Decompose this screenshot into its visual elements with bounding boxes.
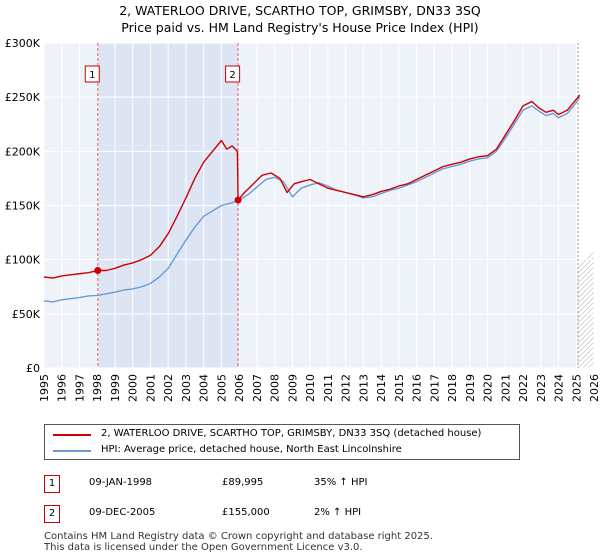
footer-licence: This data is licensed under the Open Gov… [44,542,363,553]
legend-label-property: 2, WATERLOO DRIVE, SCARTHO TOP, GRIMSBY,… [101,428,482,439]
sale-badge [84,65,100,83]
legend-swatch-hpi [53,450,91,452]
x-tick-label: 2018 [446,374,459,402]
sale-badge [225,65,241,83]
x-tick-label: 2004 [198,374,211,402]
x-tick-label: 2010 [304,374,317,402]
transaction-badge: 2 [44,505,60,523]
transaction-hpi: 2% ↑ HPI [314,507,362,518]
transaction-hpi: 35% ↑ HPI [314,477,368,488]
x-tick-label: 2012 [340,374,353,402]
x-tick-label: 2005 [215,374,228,402]
x-tick-label: 2015 [393,374,406,402]
x-tick-label: 2026 [588,374,600,402]
y-tick-label: £150K [5,200,41,213]
legend-swatch-property [53,434,91,436]
x-tick-label: 2024 [553,374,566,402]
x-tick-label: 2000 [127,374,140,402]
x-tick-label: 2023 [535,374,548,402]
chart-subtitle: Price paid vs. HM Land Registry's House … [121,20,479,35]
x-tick-label: 2007 [251,374,264,402]
sale-point [94,267,102,275]
x-tick-label: 2013 [357,374,370,402]
x-tick-label: 2019 [464,374,477,402]
x-tick-label: 1996 [56,374,69,402]
x-tick-label: 2022 [517,374,530,402]
x-tick-label: 2011 [322,374,335,402]
y-tick-label: £200K [5,145,41,158]
y-tick-label: £50K [12,308,41,321]
x-tick-label: 1998 [91,374,104,402]
x-tick-label: 2001 [144,374,157,402]
x-tick-label: 2016 [411,374,424,402]
transaction-date: 09-JAN-1998 [89,477,153,488]
sale-badge-label: 1 [89,70,95,81]
y-tick-label: £300K [5,37,41,50]
x-tick-label: 1999 [109,374,122,402]
footer-copyright: Contains HM Land Registry data © Crown c… [44,531,433,542]
hpi-line [43,96,581,303]
y-tick-label: £0 [26,362,40,375]
x-tick-label: 2025 [570,374,583,402]
property-line [43,94,581,279]
x-tick-label: 2017 [428,374,441,402]
x-tick-label: 2008 [269,374,282,402]
transaction-date: 09-DEC-2005 [89,507,156,518]
x-tick-label: 1997 [73,374,86,402]
x-tick-label: 2021 [499,374,512,402]
chart-title: 2, WATERLOO DRIVE, SCARTHO TOP, GRIMSBY,… [119,3,481,18]
price-chart: 1 2 £0 £50K £100K £150K £200K £250K £300K 1995 19… [5,37,600,402]
x-tick-label: 1995 [38,374,51,402]
x-tick-label: 2009 [286,374,299,402]
y-tick-label: £250K [5,91,41,104]
transaction-price: £155,000 [222,507,270,518]
legend-label-hpi: HPI: Average price, detached house, Nort… [101,444,402,455]
sale-point [234,196,242,204]
sale-badge-label: 2 [229,70,235,81]
x-tick-label: 2020 [482,374,495,402]
x-tick-label: 2006 [233,374,246,402]
transaction-price: £89,995 [222,477,264,488]
legend: 2, WATERLOO DRIVE, SCARTHO TOP, GRIMSBY,… [44,424,520,460]
transaction-badge: 1 [44,475,60,493]
x-tick-label: 2014 [375,374,388,402]
x-tick-label: 2002 [162,374,175,402]
x-tick-label: 2003 [180,374,193,402]
y-tick-label: £100K [5,254,41,267]
